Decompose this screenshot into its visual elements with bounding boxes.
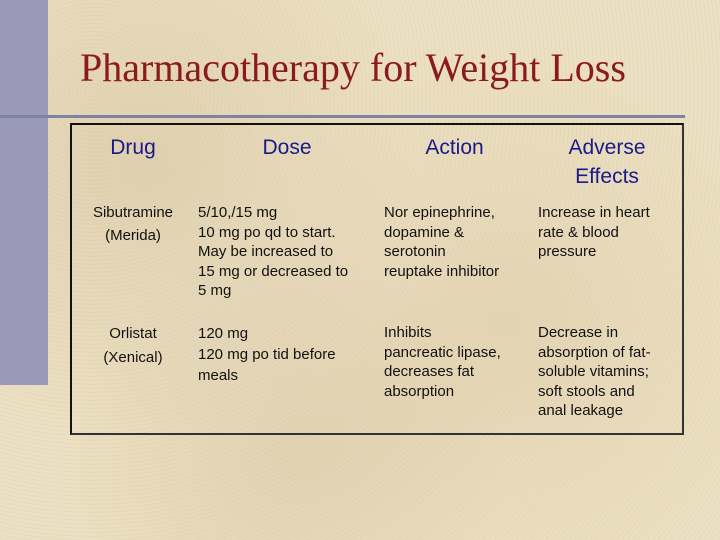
- header-drug: Drug: [110, 136, 156, 159]
- table-row-1-action: Nor epinephrine, dopamine & serotonin re…: [384, 203, 534, 281]
- header-action-label: Action: [425, 136, 484, 159]
- drug-brand: (Xenical): [103, 349, 163, 366]
- header-dose: Dose: [262, 136, 312, 159]
- drug-name: Orlistat: [109, 325, 157, 342]
- action-line: Nor epinephrine,: [384, 204, 495, 221]
- action-line: pancreatic lipase,: [384, 343, 501, 361]
- adverse-line: rate & blood: [538, 223, 619, 241]
- drug-name: Sibutramine: [92, 204, 174, 221]
- table-row-1-dose: 5/10,/15 mg 10 mg po qd to start. May be…: [198, 203, 378, 301]
- dose-line: meals: [198, 367, 239, 384]
- action-line: serotonin: [384, 243, 446, 260]
- adverse-line: Increase in heart: [538, 204, 650, 221]
- adverse-line: soft stools and: [538, 382, 635, 400]
- adverse-line: pressure: [538, 243, 597, 260]
- action-line: reuptake inhibitor: [384, 262, 500, 280]
- table-row-1-drug: Sibutramine (Merida): [80, 203, 186, 249]
- dose-line: 120 mg po tid before: [198, 346, 336, 363]
- header-adverse-line2: Effects: [575, 165, 639, 188]
- dose-line: 5 mg: [198, 282, 232, 299]
- adverse-line: Decrease in: [538, 324, 619, 341]
- table-row-1-adverse: Increase in heart rate & blood pressure: [538, 203, 680, 262]
- drug-brand: (Merida): [105, 227, 161, 244]
- action-line: dopamine &: [384, 223, 465, 241]
- left-accent-bar: [0, 0, 48, 385]
- adverse-line: absorption of fat-: [538, 343, 651, 361]
- adverse-line: soluble vitamins;: [538, 363, 649, 380]
- table-row-2-action: Inhibits pancreatic lipase, decreases fa…: [384, 323, 534, 401]
- header-action: Action: [377, 133, 532, 162]
- dose-line: 10 mg po qd to start.: [198, 223, 336, 241]
- header-adverse-effects: Adverse Effects: [537, 133, 677, 191]
- adverse-line: anal leakage: [538, 402, 624, 419]
- dose-line: 120 mg: [198, 325, 249, 342]
- drug-table: Drug Dose Action Adverse Effects Sibutra…: [70, 123, 684, 435]
- slide-title: Pharmacotherapy for Weight Loss: [80, 45, 626, 90]
- action-line: absorption: [384, 382, 455, 400]
- header-adverse-line1: Adverse: [568, 136, 646, 159]
- table-row-2-dose: 120 mg 120 mg po tid before meals: [198, 323, 378, 386]
- title-divider: [0, 115, 685, 118]
- dose-line: 5/10,/15 mg: [198, 204, 278, 221]
- table-row-2-adverse: Decrease in absorption of fat- soluble v…: [538, 323, 680, 421]
- action-line: Inhibits: [384, 324, 432, 341]
- dose-line: 15 mg or decreased to: [198, 262, 349, 280]
- dose-line: May be increased to: [198, 243, 334, 260]
- table-row-2-drug: Orlistat (Xenical): [80, 323, 186, 372]
- action-line: decreases fat: [384, 363, 475, 380]
